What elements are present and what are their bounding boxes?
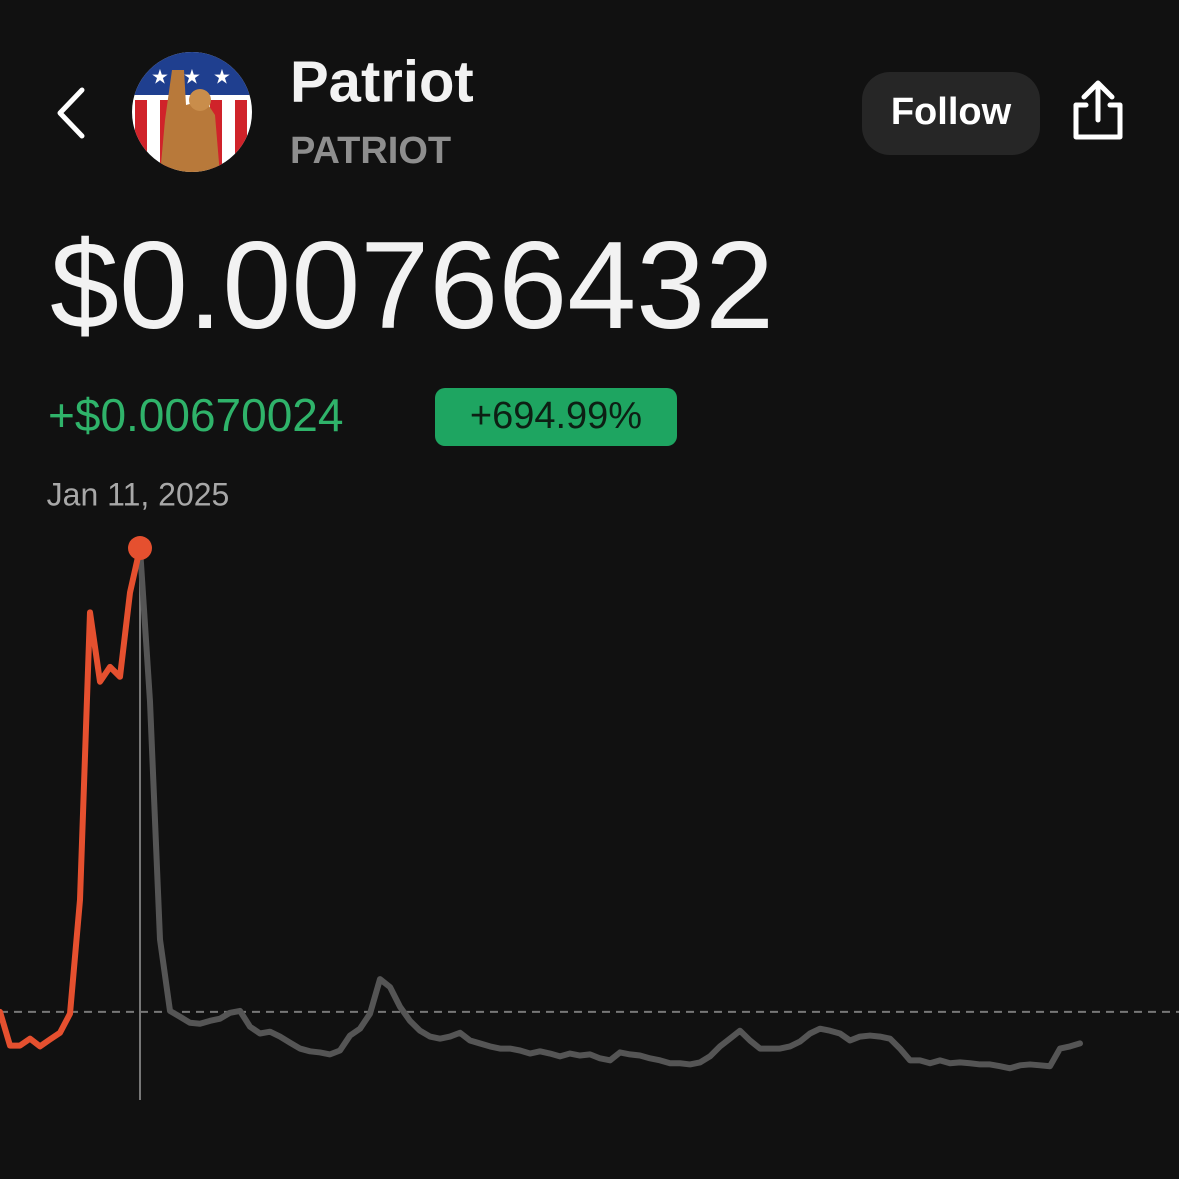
price-line [137, 545, 1083, 1072]
svg-text:★: ★ [151, 66, 169, 88]
selected-point [128, 536, 152, 561]
svg-text:★: ★ [183, 66, 201, 88]
change-pill [435, 388, 677, 446]
token-ticker: PATRIOT [290, 130, 451, 172]
price: $0.00766432 [50, 217, 774, 355]
share-button[interactable] [1073, 80, 1123, 140]
back-button[interactable] [57, 87, 85, 139]
svg-text:★: ★ [213, 66, 231, 88]
price-change: +$0.00670024 [48, 389, 343, 441]
follow-button[interactable] [862, 72, 1040, 155]
selected-date: Jan 11, 2025 [47, 476, 230, 512]
follow-label: Follow [891, 91, 1012, 133]
change-percent: +694.99% [470, 395, 642, 437]
token-name: Patriot [290, 49, 474, 114]
price-line [0, 545, 143, 1050]
